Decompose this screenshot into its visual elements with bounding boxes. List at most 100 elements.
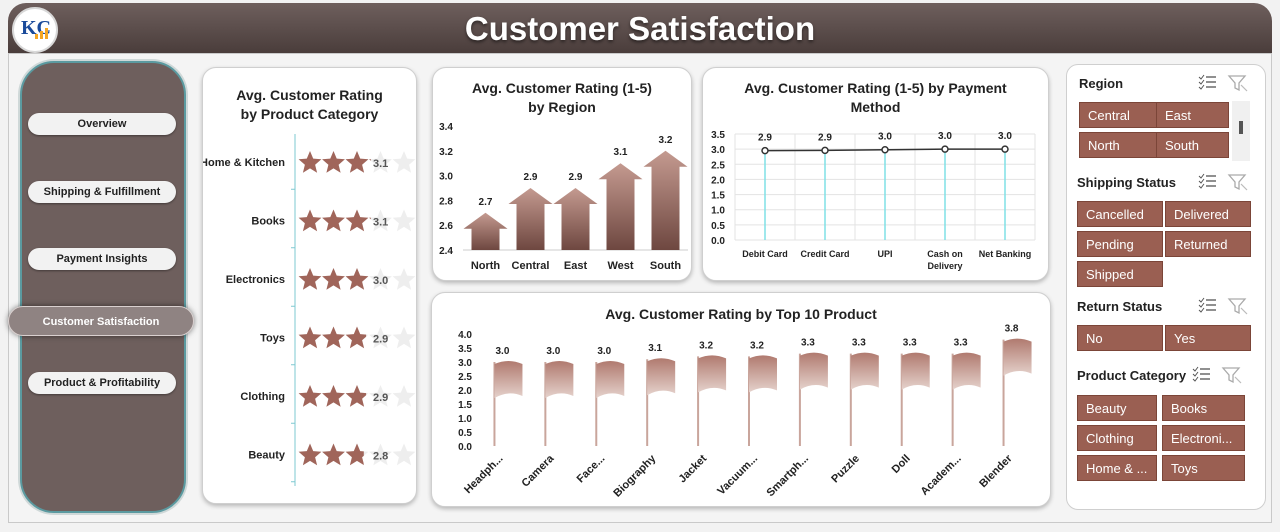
product-category-chip[interactable]: Electroni... [1162, 425, 1245, 451]
product-flag-bar [494, 361, 523, 398]
star-empty-icon [369, 385, 392, 407]
star-rating-icon [322, 268, 345, 290]
payment-point [1001, 145, 1009, 153]
star-rating-icon [298, 443, 322, 466]
payment-ytick-label: 1.5 [711, 191, 725, 202]
nav-product-button[interactable]: Product & Profitability [28, 372, 176, 394]
product-value-label: 3.3 [801, 338, 815, 349]
return-slicer-title: Return Status [1077, 299, 1163, 314]
payment-ytick-label: 3.0 [711, 145, 725, 156]
clear-filter-x-icon [1240, 84, 1248, 92]
region-chip[interactable]: North [1079, 132, 1165, 158]
payment-value-label: 2.9 [818, 132, 832, 143]
region-category-label: East [564, 260, 588, 272]
product-flag-bar [901, 352, 930, 390]
payment-value-label: 3.0 [878, 132, 892, 143]
product-ytick-label: 4.0 [458, 330, 472, 341]
payment-point [761, 146, 769, 155]
payment-category-label: Debit Card [742, 249, 788, 259]
product-value-label: 3.0 [496, 346, 510, 357]
shipping-chip[interactable]: Cancelled [1077, 201, 1163, 227]
star-rating-icon [322, 443, 345, 466]
shipping-chip[interactable]: Returned [1165, 231, 1251, 257]
product-category-chip[interactable]: Clothing [1077, 425, 1157, 451]
nav-customer-satisfaction-button[interactable]: Customer Satisfaction [8, 306, 194, 336]
star-empty-icon [369, 326, 392, 349]
shipping-chip[interactable]: Shipped [1077, 261, 1163, 287]
product-category-chip[interactable]: Toys [1162, 455, 1245, 481]
region-category-label: North [471, 260, 501, 272]
star-rating-icon [345, 326, 367, 349]
star-rating-icon [322, 209, 345, 232]
shipping-slicer-controls [1198, 173, 1248, 191]
payment-value-label: 3.0 [938, 131, 952, 142]
star-empty-icon [369, 151, 392, 173]
region-category-label: South [650, 260, 681, 272]
return-chip[interactable]: Yes [1165, 325, 1251, 351]
star-rating-icon [345, 385, 367, 407]
product-flag-bar [952, 352, 981, 390]
category-label: Books [251, 216, 285, 228]
star-empty-icon [369, 268, 392, 290]
region-rating-chart: 3.4 3.2 3.0 2.8 2.6 2.4 2.7 North 2.9 Central 2.9 E… [439, 122, 688, 272]
region-arrow-bar [643, 150, 688, 250]
product-ytick-label: 3.0 [458, 358, 472, 369]
payment-rating-card: Avg. Customer Rating (1-5) by Payment Me… [702, 67, 1049, 281]
product-flag-bar [545, 361, 574, 398]
product-value-label: 3.3 [954, 338, 968, 349]
region-chip[interactable]: East [1156, 102, 1229, 128]
payment-category-label: UPI [877, 249, 892, 259]
region-slicer-scrollbar[interactable] [1232, 101, 1250, 161]
product-category-label: Headph... [462, 453, 505, 496]
payment-ytick-label: 0.0 [711, 236, 725, 247]
nav-overview-button[interactable]: Overview [28, 113, 176, 135]
region-chip[interactable]: South [1156, 132, 1229, 158]
product-category-label: Vacuum... [715, 453, 760, 498]
product-category-chip[interactable]: Home & ... [1077, 455, 1157, 481]
product-category-label: Smartph... [765, 453, 812, 500]
clear-filter-x-icon [1234, 376, 1242, 384]
region-arrow-bar [508, 188, 553, 250]
category-value-label: 3.1 [373, 158, 388, 170]
return-chip[interactable]: No [1077, 325, 1163, 351]
product-flag-bar [647, 358, 676, 396]
payment-category-label: Net Banking [979, 249, 1032, 259]
nav-payment-button[interactable]: Payment Insights [28, 248, 176, 270]
category-value-label: 2.9 [373, 392, 388, 404]
category-card-title-line1: Avg. Customer Rating [236, 87, 383, 103]
payment-ytick-label: 1.0 [711, 206, 725, 217]
payment-card-title-line2: Method [850, 99, 901, 115]
payment-category-label: Cash on [927, 249, 963, 259]
product-category-chip[interactable]: Books [1162, 395, 1245, 421]
nav-shipping-button[interactable]: Shipping & Fulfillment [28, 181, 176, 203]
star-rating-icon [322, 151, 345, 173]
payment-ytick-label: 2.5 [711, 160, 725, 171]
region-rating-card: Avg. Customer Rating (1-5) by Region 3.4… [432, 67, 692, 281]
shipping-chip[interactable]: Delivered [1165, 201, 1251, 227]
product-category-chip[interactable]: Beauty [1077, 395, 1157, 421]
star-rating-icon [345, 268, 369, 290]
payment-category-label: Credit Card [800, 249, 849, 259]
product-flag-bar [850, 352, 879, 390]
region-ytick-label: 2.4 [439, 246, 453, 257]
region-ytick-label: 2.8 [439, 196, 453, 207]
region-chip[interactable]: Central [1079, 102, 1165, 128]
product-category-label: Doll [890, 453, 913, 476]
product-ytick-label: 2.0 [458, 386, 472, 397]
product-flag-bar [749, 355, 777, 393]
region-slicer-title: Region [1079, 76, 1124, 91]
product-category-slicer-title: Product Category [1077, 368, 1187, 383]
star-empty-icon [392, 209, 416, 232]
payment-value-label: 2.9 [758, 133, 772, 144]
star-rating-icon [345, 443, 364, 466]
product-category-label: Academ... [919, 453, 964, 498]
payment-category-label: Delivery [927, 261, 962, 271]
region-ytick-label: 2.6 [439, 221, 453, 232]
shipping-chip[interactable]: Pending [1077, 231, 1163, 257]
product-ytick-label: 2.5 [458, 372, 472, 383]
region-slicer-controls [1198, 74, 1248, 92]
shipping-slicer-title: Shipping Status [1077, 175, 1176, 190]
category-value-label: 2.9 [373, 334, 388, 346]
payment-rating-chart: 3.5 3.0 2.5 2.0 1.5 1.0 0.5 0.0 2.9 Debit Card 2.9… [711, 130, 1036, 271]
